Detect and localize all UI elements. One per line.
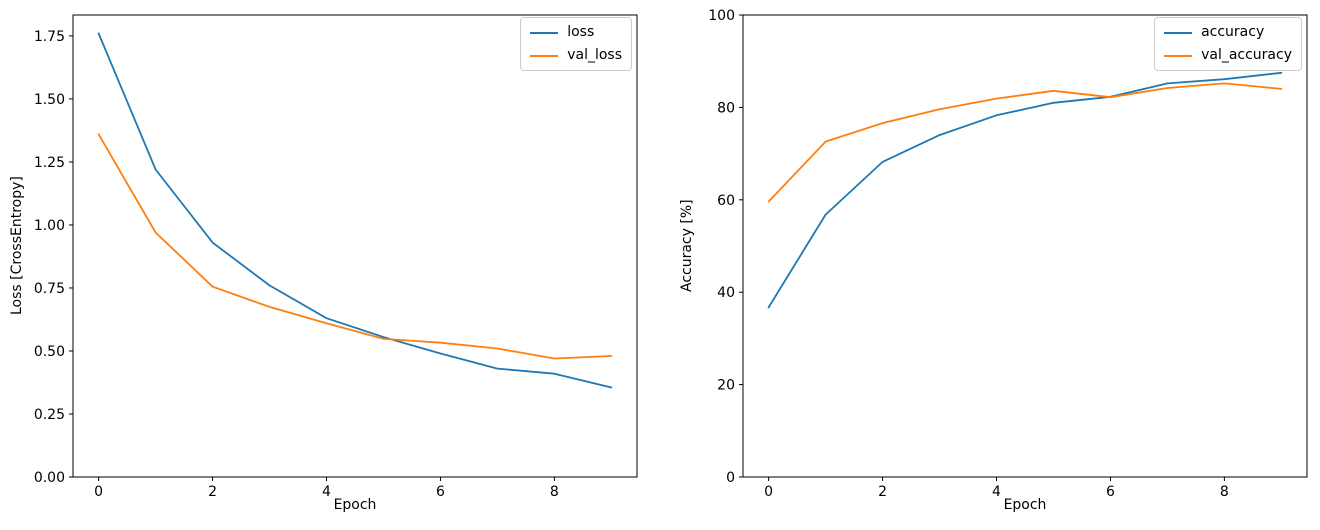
plot-spines [72, 14, 638, 478]
legend-label: val_loss [567, 47, 622, 63]
loss-x-axis-label: Epoch [333, 497, 377, 513]
x-tick-label: 4 [322, 484, 331, 500]
y-tick-label: 20 [717, 378, 735, 394]
legend-item-val_accuracy: val_accuracy [1164, 47, 1292, 64]
x-tick-label: 2 [878, 484, 887, 500]
val_accuracy-legend-swatch [1164, 54, 1193, 57]
x-tick-label: 6 [436, 484, 445, 500]
y-tick-label: 0.75 [34, 281, 65, 297]
loss-y-axis-label: Loss [CrossEntropy] [9, 176, 25, 316]
val_loss-line [97, 133, 613, 360]
y-tick-label: 1.75 [34, 29, 65, 45]
legend-item-val_loss: val_loss [530, 47, 622, 64]
x-tick-label: 0 [764, 484, 773, 500]
legend-item-loss: loss [530, 24, 622, 41]
x-tick-label: 2 [208, 484, 217, 500]
legend-label: accuracy [1201, 24, 1265, 40]
accuracy-line [767, 71, 1283, 309]
y-tick-label: 1.00 [34, 218, 65, 234]
y-tick-label: 0 [726, 470, 735, 486]
y-tick-label: 1.25 [34, 155, 65, 171]
legend-item-accuracy: accuracy [1164, 24, 1292, 41]
val_accuracy-line [767, 82, 1283, 203]
x-tick-label: 8 [1220, 484, 1229, 500]
y-tick-label: 40 [717, 285, 735, 301]
legend-label: val_accuracy [1201, 47, 1292, 63]
y-tick-label: 60 [717, 193, 735, 209]
loss-subplot: 0 2 4 6 8 0.00 0.25 0.50 0.75 1.00 1.25 1.50 1.75 Lo… [9, 14, 638, 513]
x-tick-label: 6 [1106, 484, 1115, 500]
accuracy-x-axis-label: Epoch [1003, 497, 1047, 513]
accuracy-legend-swatch [1164, 31, 1193, 34]
loss-legend-swatch [530, 31, 559, 34]
loss-plot-canvas: 0 2 4 6 8 0.00 0.25 0.50 0.75 1.00 1.25 1.50 1.75 [34, 14, 638, 500]
y-tick-label: 0.50 [34, 344, 65, 360]
y-tick-label: 1.50 [34, 92, 65, 108]
x-tick-label: 0 [94, 484, 103, 500]
plot-spines [742, 14, 1308, 478]
accuracy-y-axis-label: Accuracy [%] [679, 199, 695, 293]
y-tick-label: 0.25 [34, 407, 65, 423]
loss-legend: loss val_loss [520, 17, 632, 71]
loss-line [97, 32, 613, 389]
accuracy-subplot: 0 2 4 6 8 0 20 40 60 80 100 Accuracy [%] Epoch acc… [660, 0, 1320, 530]
val_loss-legend-swatch [530, 54, 559, 57]
y-tick-label: 80 [717, 100, 735, 116]
x-tick-label: 4 [992, 484, 1001, 500]
accuracy-legend: accuracy val_accuracy [1154, 17, 1302, 71]
y-tick-label: 0.00 [34, 470, 65, 486]
x-tick-label: 8 [550, 484, 559, 500]
y-tick-label: 100 [708, 8, 735, 24]
legend-label: loss [567, 24, 595, 40]
